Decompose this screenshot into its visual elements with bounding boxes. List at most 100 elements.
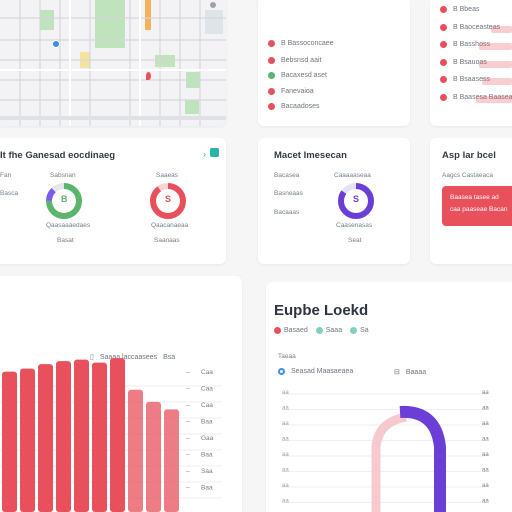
legend-item: Sa (350, 327, 369, 334)
right-tick-label: aa (482, 437, 489, 443)
list-item: B Bbeas (440, 6, 479, 13)
bar[interactable] (38, 364, 53, 512)
legend-label: Saaaa laccaasees (99, 353, 158, 361)
legend-dot (268, 88, 275, 95)
donut-bottom-label: Qaacanaeaa (151, 222, 189, 229)
list-label: B Baoceasteas (453, 23, 501, 31)
card-title: Asp lar bcel (442, 150, 496, 161)
list-label: B Bsauoas (453, 58, 487, 66)
legend-sub: Bsa (163, 353, 176, 361)
donut-sub-label: Saanaas (154, 237, 180, 244)
tick-mark: – (186, 386, 190, 393)
chart-legend: ▯ Saaaa laccaasees Bsa (90, 353, 176, 362)
legend-label: B Bassoconcaee (281, 40, 334, 47)
y-tick-label: aa (282, 483, 289, 489)
right-tick-label: aa (482, 483, 489, 489)
bar[interactable] (146, 401, 161, 512)
map-pin-icon[interactable] (52, 40, 60, 48)
card-title: It fhe Ganesad eocdinaeg (0, 150, 116, 161)
list-dot (440, 6, 447, 13)
map-view[interactable] (0, 0, 226, 126)
tick-mark: – (186, 402, 190, 409)
list-dot (440, 23, 447, 31)
legend-label: Bacaadoses (281, 103, 320, 110)
donut-card: It fhe Ganesad eocdinaeg › Fan Basca Sab… (0, 138, 226, 264)
bar[interactable] (56, 361, 71, 512)
middle-card: Macet Imesecan Bacasea Basneaas Bacaaas … (258, 138, 410, 264)
list-dot (440, 41, 447, 48)
tick-label: Caa (201, 402, 213, 409)
legend-label: Fanevaioa (281, 88, 314, 95)
list-dot (440, 58, 447, 66)
list-item: B Baoceasteas (440, 23, 501, 31)
legend-dot (268, 72, 275, 79)
legend-label: Saaa (325, 327, 343, 334)
legend-item: Bacaadoses (268, 103, 320, 110)
left-label: Bacaaas (274, 209, 300, 216)
area-chart-card: Eupbe Loekd Basaed Saaa Sa Taeaa Seasad Ma… (266, 282, 512, 512)
list-value-bar (491, 25, 512, 33)
list-value-bar (479, 43, 512, 50)
map-pin-icon[interactable] (146, 72, 151, 80)
right-tick-label: aa (482, 406, 489, 412)
tick-label: Baa (201, 485, 213, 492)
list-value-bar (482, 78, 512, 85)
right-tick-label: aa (482, 499, 489, 505)
alert-card: Asp lar bcel Aagcs Castaeaca Baasea tase… (430, 138, 512, 264)
series-row[interactable]: ⊟ Baaaa (394, 368, 426, 377)
y-tick-label: aa (282, 390, 289, 396)
donut-chart (150, 183, 186, 219)
alert-banner[interactable]: Baasea tasee ad caa paaseae Bacan (442, 186, 512, 226)
legend-item: B Bassoconcaee (268, 40, 334, 47)
bar[interactable] (128, 389, 143, 512)
tick-label: Baa (201, 452, 213, 459)
list-item: B Baasesa Baasea (440, 93, 512, 101)
right-tick-label: aa (482, 468, 489, 474)
map-card[interactable] (0, 0, 226, 126)
bar[interactable] (92, 362, 107, 512)
list-value-bar (479, 60, 512, 68)
bar-chart-card: ▯ Saaaa laccaasees Bsa – Caa – Caa – Caa – Baa –… (0, 276, 242, 512)
tick-mark: – (186, 419, 190, 426)
list-value-bar (476, 95, 512, 103)
bar[interactable] (74, 359, 89, 512)
tick-mark: – (186, 452, 190, 459)
y-tick-label: aa (282, 452, 289, 458)
legend-label: Sa (360, 327, 369, 334)
legend-dot (350, 327, 358, 334)
donut-chart (338, 183, 374, 219)
donut-sub-label: Basat (57, 237, 74, 244)
chevron-right-icon[interactable]: › (203, 149, 206, 159)
list-dot (440, 76, 447, 83)
bar-chart: – Caa – Caa – Caa – Baa – Gaa – Baa – Saa – Baa (0, 358, 222, 512)
legend-dot (268, 57, 275, 64)
bar[interactable] (164, 409, 179, 512)
tick-mark: – (186, 435, 190, 442)
list-item: B Bsaasess (440, 76, 490, 83)
bar[interactable] (20, 368, 35, 512)
left-label: Basca (0, 190, 19, 197)
card-title: Macet Imesecan (274, 150, 347, 161)
y-tick-label: aa (282, 421, 289, 427)
list-label: B Basshoss (453, 41, 490, 48)
bar[interactable] (2, 371, 17, 512)
tick-label: Caa (201, 386, 213, 393)
series-row[interactable]: Seasad Maasaeaea (278, 368, 353, 375)
tick-mark: – (186, 468, 190, 475)
expand-icon[interactable] (210, 148, 219, 157)
right-list-card: B Bbeas B Baoceasteas B Basshoss B Bsauoas B… (430, 0, 512, 126)
donut-center-value: S (165, 194, 172, 204)
donut-sub-label: Seat (348, 237, 362, 244)
area-legend: Basaed Saaa Sa (274, 327, 369, 334)
right-tick-label: aa (482, 421, 489, 427)
list-dot (440, 93, 447, 101)
list-item: B Basshoss (440, 41, 490, 48)
series-arc (371, 412, 407, 512)
radio-icon[interactable] (278, 368, 285, 375)
bar[interactable] (110, 358, 125, 512)
tick-label: Baa (201, 419, 213, 426)
legend-dot (315, 327, 323, 334)
map-pin-icon[interactable] (210, 2, 216, 8)
list-label: B Baasesa Baasea (453, 93, 512, 101)
donut-top-label: Sabsnan (50, 172, 76, 179)
